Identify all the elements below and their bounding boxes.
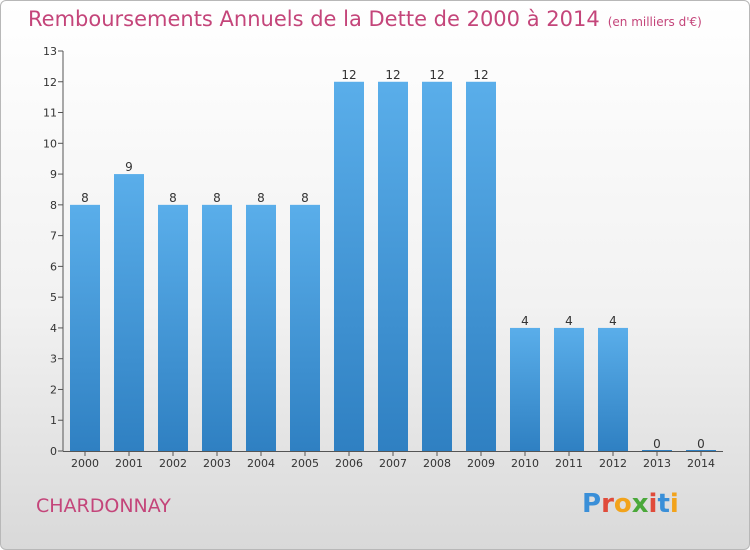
bars (70, 81, 716, 452)
bar-value-label: 0 (697, 437, 705, 451)
labels: 2000 8 2001 9 2002 8 2003 8 2004 8 2005 8 2006 12 2007… (71, 68, 715, 470)
logo-letter: i (669, 489, 679, 519)
x-tick-label: 2013 (643, 457, 671, 470)
bar-2007[interactable] (378, 81, 408, 452)
x-tick-label: 2004 (247, 457, 275, 470)
logo-letter: o (613, 489, 632, 519)
y-tick-label: 6 (50, 260, 57, 273)
bar-value-label: 4 (609, 314, 617, 328)
bar-value-label: 12 (385, 68, 400, 82)
bar-2009[interactable] (466, 81, 496, 452)
y-tick-label: 8 (50, 199, 57, 212)
bar-2008[interactable] (422, 81, 452, 452)
y-tick-label: 2 (50, 383, 57, 396)
logo-letter: P (582, 489, 602, 519)
logo-letter: x (631, 489, 649, 519)
bar-2014[interactable] (686, 450, 716, 451)
commune-name: CHARDONNAY (36, 495, 171, 517)
x-tick-label: 2006 (335, 457, 363, 470)
y-tick-label: 3 (50, 353, 57, 366)
bar-2013[interactable] (642, 450, 672, 451)
y-tick-label: 10 (43, 137, 57, 150)
y-tick-label: 7 (50, 230, 57, 243)
bar-2012[interactable] (598, 327, 628, 451)
x-tick-label: 2008 (423, 457, 451, 470)
x-tick-label: 2000 (71, 457, 99, 470)
proxiti-logo[interactable]: Proxiti (582, 489, 679, 519)
bar-value-label: 4 (565, 314, 573, 328)
x-tick-label: 2001 (115, 457, 143, 470)
chart-title: Remboursements Annuels de la Dette de 20… (28, 7, 702, 31)
logo-letter: i (648, 489, 658, 519)
bar-2003[interactable] (202, 204, 232, 451)
bar-value-label: 9 (125, 160, 133, 174)
x-tick-label: 2014 (687, 457, 715, 470)
bar-value-label: 8 (169, 191, 177, 205)
y-tick-label: 12 (43, 76, 57, 89)
x-tick-label: 2009 (467, 457, 495, 470)
bar-2001[interactable] (114, 174, 144, 452)
logo-letter: r (601, 489, 614, 519)
bar-2002[interactable] (158, 204, 188, 451)
bar-value-label: 0 (653, 437, 661, 451)
y-tick-label: 11 (43, 107, 57, 120)
chart-unit: (en milliers d'€) (607, 15, 702, 29)
bar-value-label: 8 (257, 191, 265, 205)
x-tick-label: 2002 (159, 457, 187, 470)
bar-2004[interactable] (246, 204, 276, 451)
y-tick-label: 1 (50, 414, 57, 427)
y-tick-label: 5 (50, 291, 57, 304)
bar-value-label: 8 (301, 191, 309, 205)
logo-letter: t (657, 489, 670, 519)
bar-2000[interactable] (70, 204, 100, 451)
y-tick-label: 0 (50, 445, 57, 458)
bar-value-label: 12 (473, 68, 488, 82)
x-tick-label: 2005 (291, 457, 319, 470)
x-tick-label: 2010 (511, 457, 539, 470)
bar-value-label: 8 (213, 191, 221, 205)
bar-value-label: 8 (81, 191, 89, 205)
x-tick-label: 2007 (379, 457, 407, 470)
x-tick-label: 2003 (203, 457, 231, 470)
x-tick-label: 2012 (599, 457, 627, 470)
chart-title-text: Remboursements Annuels de la Dette de 20… (28, 7, 600, 31)
x-tick-label: 2011 (555, 457, 583, 470)
bar-2011[interactable] (554, 327, 584, 451)
y-tick-label: 4 (50, 322, 57, 335)
bar-2005[interactable] (290, 204, 320, 451)
bar-value-label: 4 (521, 314, 529, 328)
bar-value-label: 12 (429, 68, 444, 82)
y-tick-label: 9 (50, 168, 57, 181)
bar-value-label: 12 (341, 68, 356, 82)
bar-2006[interactable] (334, 81, 364, 452)
bar-2010[interactable] (510, 327, 540, 451)
y-tick-label: 13 (43, 45, 57, 58)
